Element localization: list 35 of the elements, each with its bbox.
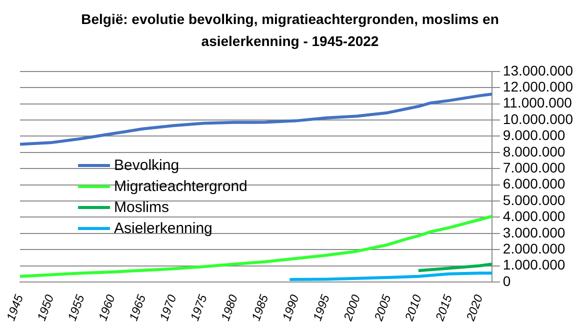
x-tick-label: 1995 [310,292,333,323]
y-tick-label: 1.000.000 [502,256,566,273]
y-tick-label: 5.000.000 [502,192,566,208]
x-tick-label: 1960 [96,292,118,323]
x-tick-label: 1975 [188,292,210,323]
x-tick-label: 2015 [432,292,456,324]
x-tick-label: 2020 [463,292,486,324]
y-tick-label: 2.000.000 [502,240,566,256]
y-tick-label: 7.000.000 [502,159,566,176]
x-tick-label: 1950 [34,292,57,323]
x-tick-label: 2000 [340,292,364,324]
x-tick-label: 1970 [156,292,180,323]
y-tick-label: 3.000.000 [502,224,566,240]
y-tick-label: 12.000.000 [502,78,574,94]
y-tick-label: 4.000.000 [502,208,566,224]
x-tick-label: 2010 [402,292,424,324]
y-tick-label: 10.000.000 [502,110,574,127]
x-tick-label: 1980 [218,292,241,323]
y-tick-label: 0 [502,272,511,289]
x-tick-label: 1945 [4,292,26,323]
x-tick-label: 1990 [279,292,302,323]
chart-title: België: evolutie bevolking, migratieachtergronden, moslims en asielerkenning - 1945-2022 [80,10,500,51]
y-tick-label: 13.000.000 [502,62,574,78]
legend-label: Asielerkenning [114,220,212,237]
y-tick-label: 6.000.000 [502,176,566,192]
x-tick-label: 1965 [126,292,149,323]
y-tick-label: 9.000.000 [502,127,566,144]
x-tick-label: 2005 [371,292,394,324]
x-tick-label: 1955 [64,292,88,323]
x-tick-label: 1985 [248,292,272,323]
legend-label: Moslims [114,199,169,216]
y-tick-label: 8.000.000 [502,143,566,160]
legend-label: Migratieachtergrond [114,178,248,195]
y-tick-label: 11.000.000 [502,94,572,111]
legend-label: Bevolking [114,157,180,174]
